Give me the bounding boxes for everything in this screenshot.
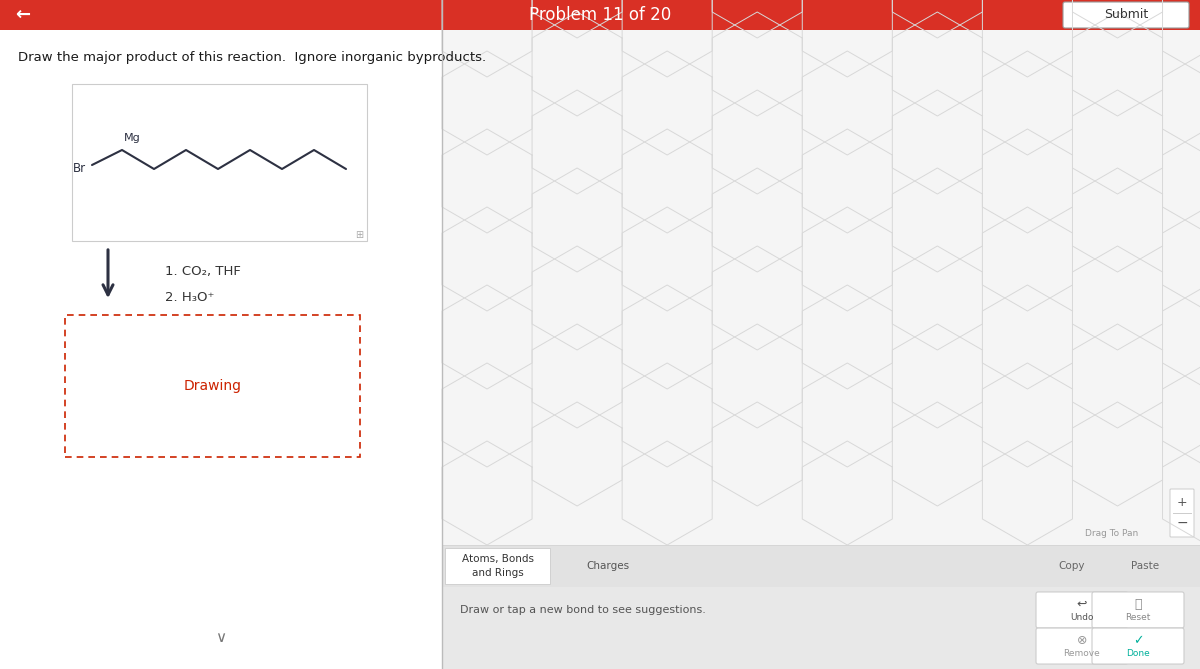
Bar: [0, 30, 442, 669]
Text: Reset: Reset: [1126, 613, 1151, 622]
Text: 🗑: 🗑: [1134, 598, 1141, 611]
Text: Draw or tap a new bond to see suggestions.: Draw or tap a new bond to see suggestion…: [460, 605, 706, 615]
Text: Submit: Submit: [1104, 9, 1148, 21]
Text: 2. H₃O⁺: 2. H₃O⁺: [166, 290, 215, 304]
Text: ⊗: ⊗: [1076, 634, 1087, 647]
Text: Problem 11 of 20: Problem 11 of 20: [529, 6, 671, 24]
Text: Remove: Remove: [1063, 649, 1100, 658]
FancyBboxPatch shape: [1092, 592, 1184, 628]
Text: Br: Br: [73, 161, 86, 175]
Text: Charges: Charges: [587, 561, 630, 571]
Text: ∨: ∨: [216, 630, 227, 644]
Text: ✓: ✓: [1133, 634, 1144, 647]
Text: Done: Done: [1126, 649, 1150, 658]
Bar: [442, 545, 1200, 587]
Text: −: −: [1176, 516, 1188, 530]
Bar: [445, 548, 550, 584]
FancyBboxPatch shape: [1036, 628, 1128, 664]
FancyBboxPatch shape: [1063, 2, 1189, 28]
Bar: [442, 30, 1200, 545]
FancyBboxPatch shape: [65, 315, 360, 457]
FancyBboxPatch shape: [1036, 592, 1128, 628]
Text: Undo: Undo: [1070, 613, 1093, 622]
Bar: [0, 0, 1200, 30]
Bar: [442, 587, 1200, 669]
Text: ←: ←: [14, 6, 30, 24]
Text: Drawing: Drawing: [184, 379, 241, 393]
Text: Atoms, Bonds
and Rings: Atoms, Bonds and Rings: [462, 555, 534, 577]
Text: ⊞: ⊞: [355, 230, 364, 240]
Text: Drag To Pan: Drag To Pan: [1085, 529, 1138, 537]
FancyBboxPatch shape: [1170, 489, 1194, 537]
Text: 1. CO₂, THF: 1. CO₂, THF: [166, 264, 241, 278]
Text: Mg: Mg: [124, 133, 140, 143]
Text: Copy: Copy: [1058, 561, 1085, 571]
Text: +: +: [1177, 496, 1187, 510]
FancyBboxPatch shape: [1092, 628, 1184, 664]
Text: Draw the major product of this reaction.  Ignore inorganic byproducts.: Draw the major product of this reaction.…: [18, 52, 486, 64]
Text: Paste: Paste: [1130, 561, 1159, 571]
Bar: [72, 84, 367, 241]
Text: ↩: ↩: [1076, 598, 1087, 611]
